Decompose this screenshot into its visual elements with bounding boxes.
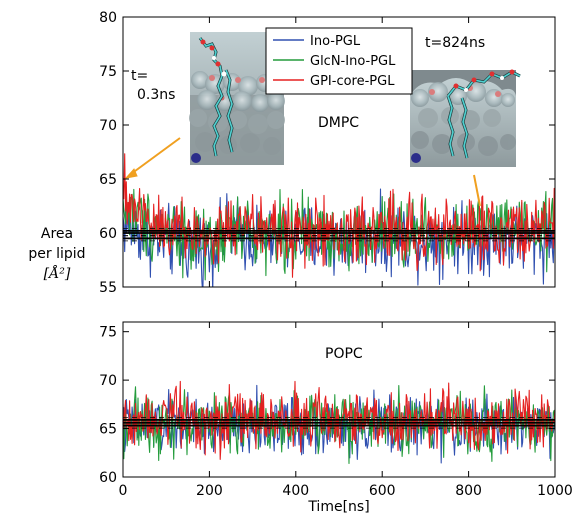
legend: Ino-PGL GlcN-Ino-PGL GPI-core-PGL [265,27,413,95]
dmpc-y-tick-label: 75 [99,64,117,80]
y-axis-title-line2: per lipid [28,246,86,262]
legend-label-gpi-core-pgl: GPI-core-PGL [310,74,395,89]
dmpc-panel: t= 0.3ns t=824ns DMPC Ino-PGL GlcN-Ino-P… [99,10,556,296]
dmpc-x-axis [122,17,556,287]
popc-x-tick-label: 0 [119,483,128,499]
x-axis-title: Time[ns] [307,499,369,515]
dmpc-series-group [123,153,555,287]
popc-y-tick-label: 70 [99,373,117,389]
popc-x-tick-label: 200 [196,483,223,499]
dmpc-y-tick-label: 80 [99,10,117,26]
popc-x-tick-label: 600 [369,483,396,499]
legend-label-glcn-ino-pgl: GlcN-Ino-PGL [310,54,396,69]
popc-y-tick-label: 65 [99,422,117,438]
dmpc-y-tick-label: 70 [99,118,117,134]
popc-y-axis: 60 65 70 75 [99,325,555,486]
dmpc-y-tick-label: 60 [99,226,117,242]
y-axis-title-line1: Area [40,226,74,242]
snapshot-early-label-line1: t= [131,68,148,84]
popc-mean-lines [123,416,555,429]
popc-panel: POPC 60 65 70 75 0 200 400 600 800 1000 [99,321,573,499]
popc-x-tick-label: 800 [455,483,482,499]
y-axis-title-unit: [Å²] [43,266,71,282]
dmpc-mean-lines [123,227,555,242]
snapshot-image-late [410,69,521,167]
legend-label-ino-pgl: Ino-PGL [310,34,361,49]
y-axis-title: Area per lipid [Å²] [20,224,94,284]
legend-box [265,27,413,95]
popc-x-axis: 0 200 400 600 800 1000 [119,322,573,499]
annotation-arrows [124,137,481,207]
popc-y-tick-label: 60 [99,470,117,486]
popc-x-tick-label: 1000 [537,483,573,499]
popc-membrane-label: POPC [325,346,363,362]
dmpc-y-tick-label: 55 [99,280,117,296]
dmpc-plot-frame [122,16,556,288]
dmpc-y-tick-label: 65 [99,172,117,188]
popc-x-tick-label: 400 [282,483,309,499]
popc-y-tick-label: 75 [99,325,117,341]
dmpc-membrane-label: DMPC [318,115,359,131]
dmpc-y-axis: 55 60 65 70 75 80 [99,10,555,296]
snapshot-image-early [189,32,287,165]
dmpc-series-gpi-core-pgl [123,153,555,278]
popc-plot-frame [122,321,556,478]
snapshot-late-label: t=824ns [425,35,485,51]
popc-plot-area [123,322,555,477]
snapshot-early-label-line2: 0.3ns [137,87,175,103]
